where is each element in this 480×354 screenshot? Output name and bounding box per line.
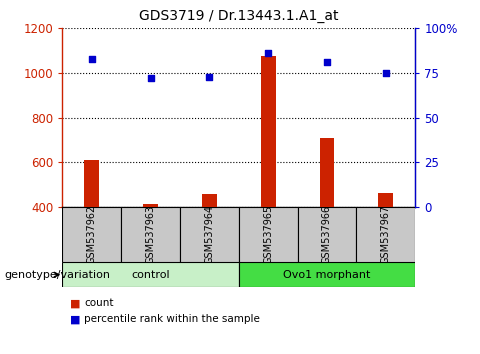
Text: GSM537967: GSM537967 — [381, 205, 391, 264]
Bar — [84, 160, 99, 207]
Bar — [239, 207, 298, 262]
Text: GSM537962: GSM537962 — [87, 205, 97, 264]
Bar — [320, 138, 335, 207]
Bar — [202, 194, 217, 207]
Point — [205, 74, 213, 79]
Bar — [356, 207, 415, 262]
Bar — [180, 207, 239, 262]
Text: genotype/variation: genotype/variation — [5, 270, 111, 280]
Text: GDS3719 / Dr.13443.1.A1_at: GDS3719 / Dr.13443.1.A1_at — [139, 9, 338, 23]
Text: ■: ■ — [70, 298, 80, 308]
Text: GSM537963: GSM537963 — [145, 205, 156, 264]
Point — [382, 70, 390, 76]
Bar — [62, 207, 121, 262]
Text: count: count — [84, 298, 113, 308]
Bar — [378, 193, 393, 207]
Text: GSM537965: GSM537965 — [263, 205, 273, 264]
Text: GSM537966: GSM537966 — [322, 205, 332, 264]
Point — [264, 51, 272, 56]
Bar — [239, 262, 415, 287]
Bar — [121, 207, 180, 262]
Text: control: control — [132, 270, 170, 280]
Bar — [62, 262, 239, 287]
Text: Ovo1 morphant: Ovo1 morphant — [283, 270, 371, 280]
Text: GSM537964: GSM537964 — [204, 205, 215, 264]
Text: percentile rank within the sample: percentile rank within the sample — [84, 314, 260, 324]
Bar — [261, 56, 276, 207]
Point — [323, 59, 331, 65]
Point — [88, 56, 96, 62]
Text: ■: ■ — [70, 314, 80, 324]
Bar — [298, 207, 356, 262]
Bar — [143, 204, 158, 207]
Point — [147, 75, 155, 81]
